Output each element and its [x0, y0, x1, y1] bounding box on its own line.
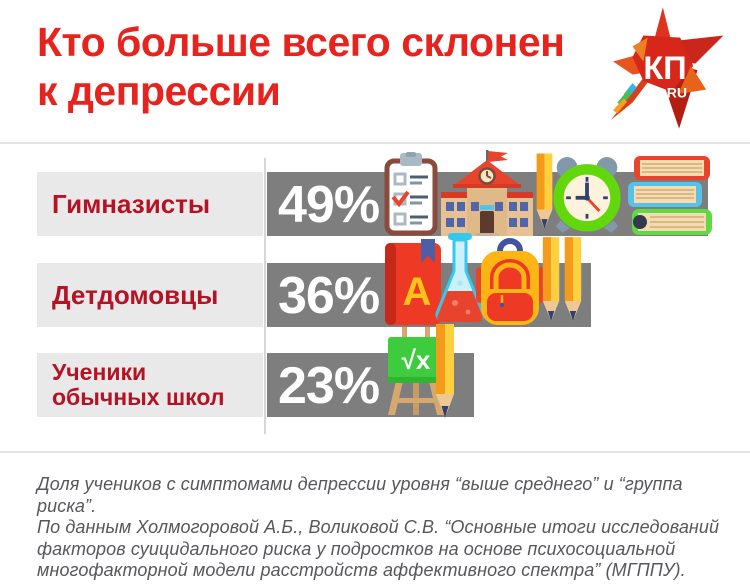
- baseline-guide: [264, 158, 266, 434]
- caption-line: Доля учеников с симптомами депрессии уро…: [37, 474, 683, 516]
- two-pencils-icon: [542, 237, 582, 322]
- row-icons: A: [383, 233, 583, 327]
- alarm-clock-icon: [553, 157, 621, 233]
- page-title: Кто больше всего склонен к депрессии: [37, 19, 565, 114]
- clipboard-checklist-icon: [384, 152, 438, 236]
- math-easel-icon: √x: [388, 327, 444, 415]
- bar-row-regular-school: Ученики обычных школ 23% √x: [0, 324, 750, 418]
- top-separator: [0, 142, 750, 144]
- school-building-icon: [441, 150, 533, 236]
- book-stack-icon: [628, 156, 712, 235]
- book-letter: A: [403, 270, 432, 314]
- bar-row-gymnasium: Гимназисты 49%: [0, 150, 750, 236]
- category-box: Ученики обычных школ: [37, 353, 263, 417]
- value-label: 36%: [278, 267, 380, 325]
- category-label: Ученики обычных школ: [52, 358, 225, 410]
- category-label: Детдомовцы: [52, 279, 219, 310]
- logo-text-kpru: KP.RU: [645, 84, 687, 100]
- category-box: Детдомовцы: [37, 263, 263, 327]
- easel-formula: √x: [402, 345, 431, 375]
- category-box: Гимназисты: [37, 172, 263, 236]
- logo-body: [632, 35, 694, 92]
- logo-shard: [654, 7, 672, 43]
- backpack-icon: [476, 238, 544, 325]
- caption-line: многофакторной модели расстройств аффект…: [37, 560, 686, 580]
- bottom-separator: [0, 451, 750, 453]
- pencil-icon: [536, 153, 553, 229]
- source-caption: Доля учеников с симптомами депрессии уро…: [37, 474, 737, 582]
- category-label: Гимназисты: [52, 188, 211, 219]
- logo-shard: [678, 65, 707, 94]
- kp-logo: КП KP.RU: [610, 7, 724, 129]
- chemistry-flask-icon: [435, 233, 485, 323]
- pencil-icon: [436, 324, 454, 418]
- bar-row-orphanage: Детдомовцы 36% A: [0, 233, 750, 327]
- value-label: 49%: [278, 176, 380, 234]
- logo-shard: [632, 37, 648, 62]
- logo-rainbow-streak: [613, 98, 628, 114]
- row-icons: [383, 148, 712, 236]
- logo-text-kp: КП: [643, 50, 686, 86]
- caption-line: По данным Холмогоровой А.Б., Воликовой С…: [37, 517, 720, 537]
- caption-line: факторов суицидального риска у подростко…: [37, 538, 676, 559]
- value-label: 23%: [278, 357, 380, 415]
- row-icons: √x: [386, 324, 457, 418]
- alphabet-book-icon: A: [385, 239, 441, 325]
